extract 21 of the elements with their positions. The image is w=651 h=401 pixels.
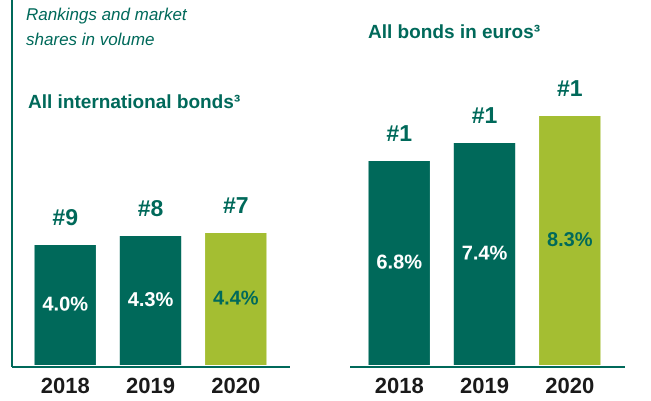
data-label: 4.3% <box>128 288 174 311</box>
x-tick-label: 2019 <box>460 373 509 398</box>
data-label: 4.0% <box>42 293 88 316</box>
text: Rankings and market shares in volume <box>26 5 188 49</box>
annotation: #1 <box>386 120 412 146</box>
x-tick-label: 2019 <box>126 373 175 398</box>
chart-title: All international bonds³ <box>28 92 240 113</box>
chart-title: All bonds in euros³ <box>368 22 540 43</box>
x-tick-label: 2020 <box>545 373 594 398</box>
annotation: #1 <box>556 75 583 101</box>
annotation: #7 <box>222 192 249 218</box>
data-label: 8.3% <box>546 228 593 251</box>
x-tick-label: 2018 <box>374 373 424 398</box>
data-label: 4.4% <box>212 287 259 310</box>
annotation: #8 <box>138 195 164 221</box>
annotation: #9 <box>52 204 78 230</box>
data-label: 7.4% <box>462 242 508 264</box>
annotation: #1 <box>472 102 498 128</box>
x-tick-label: 2018 <box>40 373 90 398</box>
x-tick-label: 2020 <box>211 373 260 398</box>
data-label: 6.8% <box>376 251 422 274</box>
